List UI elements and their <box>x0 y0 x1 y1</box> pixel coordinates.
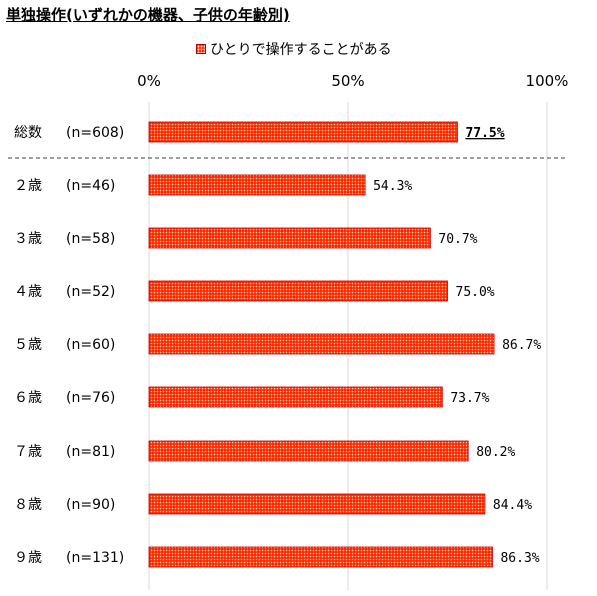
row-label: ２歳 <box>14 178 42 194</box>
x-tick-label: 0% <box>137 72 161 90</box>
bar <box>148 333 495 355</box>
bar <box>148 440 469 462</box>
bar <box>148 546 493 568</box>
bar <box>148 174 366 196</box>
bar <box>148 280 448 302</box>
chart-legend: ひとりで操作することがある <box>196 39 392 59</box>
row-label: ９歳 <box>14 550 42 566</box>
legend-swatch <box>196 44 206 54</box>
row-label: ５歳 <box>14 337 42 353</box>
row-n-label: (n=90) <box>66 497 115 513</box>
row-label: 総数 <box>14 125 42 141</box>
data-label: 73.7% <box>450 391 489 406</box>
row-n-label: (n=76) <box>66 390 115 406</box>
row-label: ３歳 <box>14 231 42 247</box>
row-n-label: (n=58) <box>66 231 115 247</box>
data-label: 86.7% <box>502 338 541 353</box>
row-label: ７歳 <box>14 444 42 460</box>
row-n-label: (n=52) <box>66 284 115 300</box>
bar <box>148 493 486 515</box>
data-label: 75.0% <box>456 285 495 300</box>
row-n-label: (n=60) <box>66 337 115 353</box>
bar <box>148 386 443 408</box>
data-label: 77.5% <box>465 126 504 141</box>
row-label: ８歳 <box>14 497 42 513</box>
row-n-label: (n=608) <box>66 125 124 141</box>
data-label: 70.7% <box>438 232 477 247</box>
data-label: 86.3% <box>500 551 539 566</box>
bar <box>148 227 431 249</box>
chart-title: 単独操作(いずれかの機器、子供の年齢別) <box>6 6 290 24</box>
data-label: 54.3% <box>373 179 412 194</box>
row-label: ６歳 <box>14 390 42 406</box>
row-label: ４歳 <box>14 284 42 300</box>
row-n-label: (n=81) <box>66 444 115 460</box>
row-n-label: (n=46) <box>66 178 115 194</box>
x-tick-label: 50% <box>331 72 364 90</box>
data-label: 84.4% <box>493 498 532 513</box>
bar <box>148 121 458 143</box>
legend-label: ひとりで操作することがある <box>210 42 392 58</box>
x-tick-label: 100% <box>526 72 569 90</box>
data-label: 80.2% <box>476 445 515 460</box>
row-n-label: (n=131) <box>66 550 124 566</box>
